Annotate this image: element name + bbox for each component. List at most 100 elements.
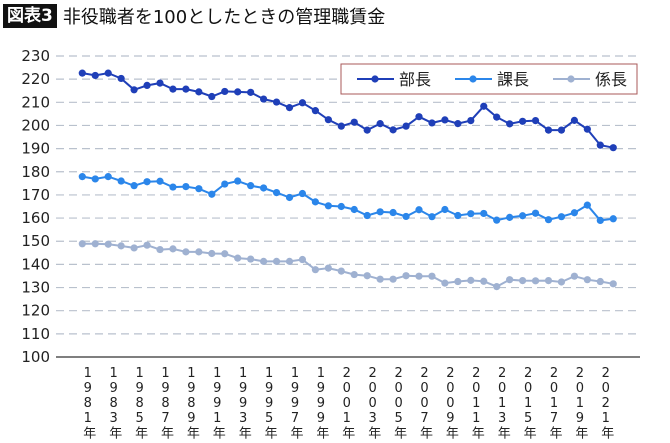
data-point <box>493 113 501 121</box>
data-point <box>609 280 617 288</box>
data-point <box>480 102 488 110</box>
data-point <box>117 242 125 250</box>
data-point <box>557 126 566 134</box>
chart-title: 図表3 非役職者を100としたときの管理職賃金 <box>3 3 385 29</box>
data-point <box>324 116 332 124</box>
data-point <box>130 86 138 94</box>
data-point <box>104 69 112 77</box>
data-point <box>247 88 255 96</box>
data-point <box>298 189 307 198</box>
x-tick-label: 1981年 <box>80 366 96 439</box>
data-point <box>454 277 462 286</box>
data-point <box>428 272 436 280</box>
data-point <box>570 272 579 280</box>
data-point <box>272 98 281 106</box>
data-point <box>260 257 268 265</box>
data-point <box>596 141 604 149</box>
y-tick-label: 130 <box>21 279 50 297</box>
data-point <box>480 277 488 285</box>
x-tick-label: 2001年 <box>339 366 355 439</box>
x-tick-label: 1993年 <box>235 366 251 439</box>
data-point <box>324 264 332 272</box>
data-point <box>596 216 604 224</box>
data-point <box>169 245 177 253</box>
data-point <box>506 120 514 128</box>
x-tick-label: 1985年 <box>132 366 148 439</box>
data-point <box>389 208 397 217</box>
data-point <box>298 99 307 107</box>
data-point <box>260 95 268 103</box>
data-point <box>143 81 151 90</box>
data-point <box>506 213 514 221</box>
data-point <box>221 87 229 96</box>
data-point <box>182 248 190 256</box>
x-tick-label: 2003年 <box>365 366 381 439</box>
data-point <box>247 255 255 263</box>
y-tick-label: 200 <box>21 116 50 134</box>
data-point <box>337 202 345 211</box>
data-point <box>169 183 177 191</box>
data-point <box>467 276 475 284</box>
data-point <box>519 276 527 285</box>
data-point <box>467 210 475 218</box>
data-point <box>285 104 294 112</box>
x-tick-label: 1987年 <box>158 366 173 439</box>
data-point <box>272 257 281 265</box>
legend-label: 部長 <box>399 70 431 89</box>
x-tick-label: 2015年 <box>520 366 536 439</box>
data-point <box>480 209 488 218</box>
data-point <box>531 209 540 217</box>
data-point <box>389 126 397 134</box>
y-tick-label: 160 <box>21 209 50 227</box>
data-point <box>583 276 591 284</box>
data-point <box>208 190 216 198</box>
data-point <box>91 175 99 183</box>
data-point <box>350 270 358 279</box>
data-point <box>441 279 449 287</box>
y-tick-label: 100 <box>21 348 50 366</box>
data-point <box>91 71 99 80</box>
data-point <box>182 85 190 93</box>
legend-marker <box>567 75 575 83</box>
data-point <box>247 182 255 190</box>
data-point <box>531 116 540 125</box>
data-point <box>557 213 566 221</box>
data-point <box>519 117 527 125</box>
data-point <box>208 249 216 258</box>
data-point <box>311 198 319 206</box>
data-point <box>583 201 591 209</box>
data-point <box>156 79 164 87</box>
data-point <box>117 74 125 83</box>
data-point <box>195 185 203 193</box>
data-point <box>311 107 319 115</box>
data-point <box>596 277 604 286</box>
data-point <box>311 266 319 274</box>
data-point <box>130 244 138 252</box>
data-point <box>531 277 540 285</box>
y-tick-label: 120 <box>21 302 50 320</box>
data-point <box>376 208 384 216</box>
data-point <box>609 215 617 223</box>
data-point <box>454 120 462 128</box>
data-point <box>519 212 527 220</box>
data-point <box>376 120 384 128</box>
y-tick-label: 220 <box>21 70 50 88</box>
x-tick-label: 1983年 <box>106 366 122 439</box>
legend-label: 係長 <box>595 70 627 89</box>
data-point <box>143 178 151 186</box>
data-point <box>415 272 423 280</box>
y-tick-label: 230 <box>21 47 50 65</box>
data-point <box>402 212 410 221</box>
data-point <box>363 126 371 134</box>
y-tick-label: 140 <box>21 255 50 273</box>
data-point <box>570 116 579 124</box>
data-point <box>467 116 475 125</box>
data-point <box>130 182 138 190</box>
y-tick-label: 190 <box>21 140 50 158</box>
data-point <box>260 184 268 192</box>
y-tick-label: 180 <box>21 163 50 181</box>
data-point <box>454 211 462 220</box>
x-tick-label: 1999年 <box>313 366 329 439</box>
x-tick-label: 1995年 <box>261 366 277 439</box>
